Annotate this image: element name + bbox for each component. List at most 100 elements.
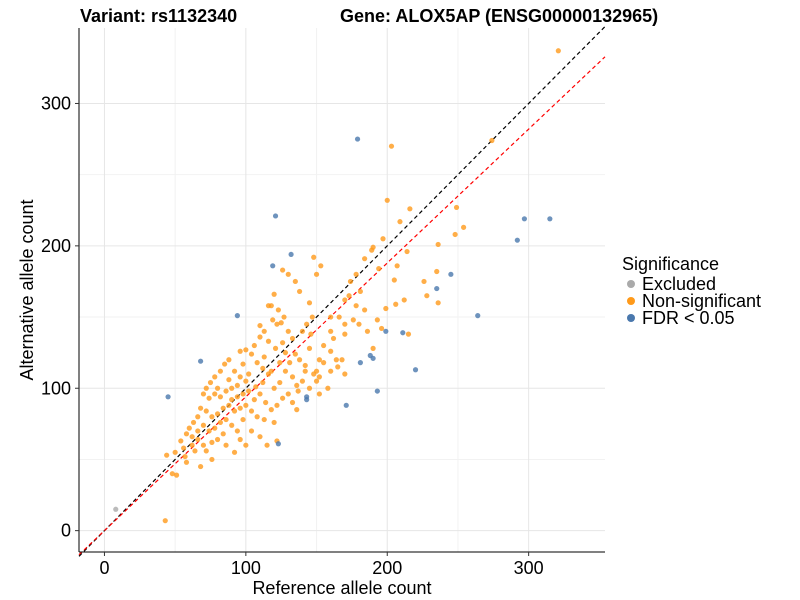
data-point-non-significant <box>347 278 354 285</box>
data-point-non-significant <box>257 391 263 397</box>
data-point-non-significant <box>292 351 298 357</box>
data-point-non-significant <box>280 340 286 346</box>
legend-title: Significance <box>622 254 719 274</box>
data-point-non-significant <box>261 416 267 423</box>
data-point-non-significant <box>254 414 260 420</box>
data-point-non-significant <box>321 342 327 349</box>
data-point-non-significant <box>206 428 212 434</box>
data-point-non-significant <box>339 357 345 363</box>
y-axis-title: Alternative allele count <box>17 199 37 380</box>
data-point-non-significant <box>209 439 215 445</box>
data-point-non-significant <box>289 335 296 342</box>
data-point-non-significant <box>274 402 280 408</box>
x-tick-label: 100 <box>231 558 261 578</box>
data-point-non-significant <box>280 395 286 401</box>
data-point-non-significant <box>229 397 235 403</box>
data-point-non-significant <box>186 425 192 431</box>
data-point-non-significant <box>212 374 218 380</box>
data-point-non-significant <box>362 307 368 313</box>
data-point-non-significant <box>212 425 218 431</box>
data-point-non-significant <box>346 293 352 299</box>
data-point-non-significant <box>376 266 382 272</box>
data-point-non-significant <box>356 321 362 327</box>
data-point-non-significant <box>311 254 317 260</box>
data-point-non-significant <box>195 414 201 420</box>
data-point-non-significant <box>321 360 327 366</box>
data-point-non-significant <box>335 364 341 370</box>
data-point-non-significant <box>203 448 209 454</box>
data-point-non-significant <box>401 297 407 303</box>
data-point-non-significant <box>280 267 286 273</box>
data-point-non-significant <box>257 334 263 340</box>
data-point-non-significant <box>294 382 300 389</box>
data-point-non-significant <box>378 325 385 332</box>
data-point-non-significant <box>162 518 168 524</box>
data-point-non-significant <box>453 204 460 211</box>
data-point-non-significant <box>313 368 320 374</box>
data-point-non-significant <box>421 278 427 285</box>
data-point-non-significant <box>306 385 313 391</box>
data-point-non-significant <box>200 422 207 428</box>
data-point-non-significant <box>277 360 283 366</box>
data-point-non-significant <box>434 268 440 275</box>
data-point-non-significant <box>302 362 308 369</box>
data-point-non-significant <box>299 378 306 384</box>
data-point-fdr-0-05 <box>475 313 481 319</box>
data-point-non-significant <box>388 143 395 149</box>
data-point-non-significant <box>173 472 180 478</box>
data-point-non-significant <box>209 456 215 463</box>
data-point-non-significant <box>203 385 209 391</box>
data-point-non-significant <box>209 414 215 420</box>
data-point-non-significant <box>264 442 270 448</box>
data-points <box>113 48 561 524</box>
data-point-non-significant <box>330 335 337 342</box>
reference-lines <box>78 26 606 557</box>
data-point-fdr-0-05 <box>514 237 520 243</box>
data-point-non-significant <box>248 428 255 434</box>
data-point-non-significant <box>257 434 263 440</box>
data-point-non-significant <box>391 277 397 283</box>
legend: Significance ExcludedNon-significantFDR … <box>622 254 761 328</box>
y-tick-label: 200 <box>41 236 71 256</box>
data-point-non-significant <box>404 248 410 255</box>
data-point-non-significant <box>304 321 310 327</box>
x-axis-title: Reference allele count <box>252 578 431 598</box>
legend-marker <box>627 314 635 322</box>
data-point-non-significant <box>380 236 386 242</box>
data-point-non-significant <box>384 197 390 203</box>
data-point-non-significant <box>306 300 313 306</box>
data-point-fdr-0-05 <box>400 330 406 336</box>
data-point-non-significant <box>296 288 303 295</box>
data-point-non-significant <box>195 428 201 434</box>
data-point-non-significant <box>353 303 359 309</box>
data-point-non-significant <box>289 399 296 406</box>
data-point-non-significant <box>394 263 400 269</box>
data-point-non-significant <box>223 416 229 423</box>
legend-marker <box>627 297 635 305</box>
data-point-fdr-0-05 <box>304 397 310 403</box>
data-point-non-significant <box>234 382 240 389</box>
data-point-non-significant <box>277 379 283 386</box>
data-point-non-significant <box>246 388 252 394</box>
data-point-non-significant <box>164 452 170 458</box>
data-point-non-significant <box>263 399 269 406</box>
data-point-non-significant <box>295 388 301 394</box>
data-point-non-significant <box>217 368 223 374</box>
data-point-non-significant <box>212 391 218 397</box>
data-point-non-significant <box>200 391 207 397</box>
fit-reference-line <box>78 56 606 556</box>
data-point-non-significant <box>313 378 320 384</box>
data-point-non-significant <box>214 436 221 443</box>
data-point-non-significant <box>294 407 300 413</box>
data-point-non-significant <box>316 357 322 363</box>
data-point-non-significant <box>350 317 356 323</box>
data-point-non-significant <box>226 402 232 408</box>
data-point-non-significant <box>316 391 322 397</box>
data-point-fdr-0-05 <box>275 441 281 447</box>
data-point-fdr-0-05 <box>448 271 454 277</box>
data-point-non-significant <box>299 328 306 334</box>
data-point-fdr-0-05 <box>374 388 380 394</box>
data-point-non-significant <box>251 342 257 349</box>
data-point-non-significant <box>243 402 249 408</box>
data-point-non-significant <box>217 419 223 426</box>
